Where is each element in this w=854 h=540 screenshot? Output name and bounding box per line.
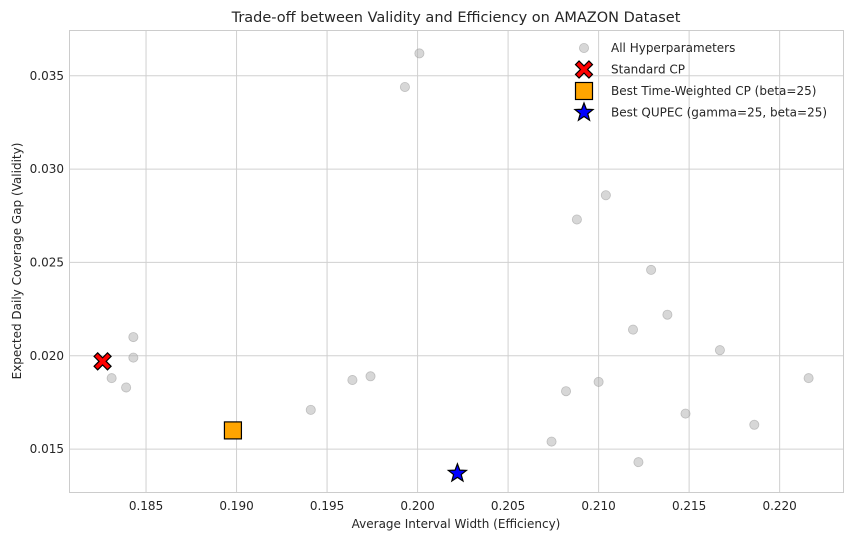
x-tick-label: 0.200: [400, 499, 434, 513]
hyperparameter-point: [414, 48, 425, 59]
hyperparameter-point: [680, 408, 691, 419]
legend-label: Best Time-Weighted CP (beta=25): [611, 84, 816, 98]
x-axis-label: Average Interval Width (Efficiency): [352, 517, 561, 531]
hyperparameter-point: [561, 386, 572, 397]
legend-marker-qupec: [573, 101, 595, 122]
x-tick-label: 0.215: [672, 499, 706, 513]
hyperparameter-point: [106, 373, 117, 384]
y-tick-label: 0.020: [30, 349, 64, 363]
hyperparameter-point: [714, 345, 725, 356]
qupec-star-marker: [446, 462, 469, 483]
hyperparameter-point: [365, 371, 376, 382]
legend-marker-time-weighted-cp: [574, 81, 594, 101]
hyperparameter-point: [646, 264, 657, 275]
x-tick-label: 0.210: [581, 499, 615, 513]
legend-label: Standard CP: [611, 63, 685, 77]
hyperparameter-point: [593, 376, 604, 387]
hyperparameter-point: [662, 309, 673, 320]
y-tick-label: 0.030: [30, 162, 64, 176]
hyperparameter-point: [347, 375, 358, 386]
hyperparameter-point: [128, 352, 139, 363]
y-tick-label: 0.015: [30, 442, 64, 456]
hyperparameter-point: [628, 324, 639, 335]
y-tick-label: 0.025: [30, 255, 64, 269]
legend: All Hyperparameters Standard CP Best Time-…: [573, 41, 827, 122]
x-tick-label: 0.185: [129, 499, 163, 513]
x-tick-label: 0.220: [762, 499, 796, 513]
chart-title: Trade-off between Validity and Efficienc…: [231, 10, 681, 26]
hyperparameter-point: [633, 457, 644, 468]
x-tick-label: 0.195: [310, 499, 344, 513]
hyperparameter-point: [600, 190, 611, 201]
plot-frame: [69, 30, 844, 493]
hyperparameter-point: [399, 81, 410, 92]
hyperparameter-point: [305, 404, 316, 415]
x-tick-label: 0.205: [491, 499, 525, 513]
x-tick-label: 0.190: [219, 499, 253, 513]
hyperparameter-point: [128, 332, 139, 343]
standard-cp-marker: [93, 352, 112, 371]
time-weighted-cp-marker: [223, 421, 243, 440]
hyperparameter-point: [803, 373, 814, 384]
hyperparameter-point: [121, 382, 132, 393]
legend-label: Best QUPEC (gamma=25, beta=25): [611, 106, 827, 120]
legend-marker-standard-cp: [574, 60, 594, 79]
legend-label: All Hyperparameters: [611, 41, 735, 55]
y-axis-label: Expected Daily Coverage Gap (Validity): [10, 143, 24, 380]
hyperparameter-point: [571, 214, 582, 225]
hyperparameter-point: [546, 436, 557, 447]
hyperparameter-point: [749, 419, 760, 430]
y-tick-label: 0.035: [30, 69, 64, 83]
legend-marker-all-hyperparameters: [579, 43, 590, 54]
